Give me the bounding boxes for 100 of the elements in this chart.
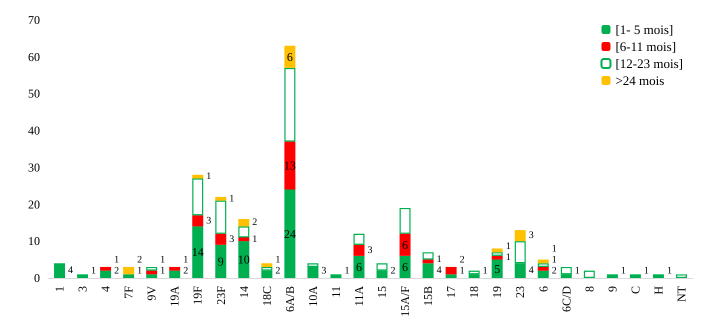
x-tick-label: 6A/B <box>282 286 297 312</box>
data-label: 4 <box>436 265 442 276</box>
x-tick-label: 10A <box>306 286 320 307</box>
data-label: 3 <box>229 234 234 245</box>
bar <box>492 248 503 252</box>
bar <box>284 190 296 278</box>
x-tick-label: 23 <box>513 286 528 298</box>
x-tick-label: 19F <box>190 286 205 305</box>
y-tick-label: 70 <box>28 13 40 27</box>
bar <box>446 274 457 278</box>
data-label: 3 <box>528 230 534 242</box>
y-tick-label: 30 <box>28 160 40 174</box>
bar <box>422 263 434 278</box>
data-label: 1 <box>252 234 258 245</box>
data-label: 1 <box>506 252 511 264</box>
data-label: 2 <box>275 266 280 276</box>
data-label: 1 <box>344 266 350 276</box>
bar <box>261 270 272 278</box>
data-label: 6 <box>402 238 408 252</box>
x-tick-label: 3 <box>76 286 90 292</box>
x-tick-label: 7F <box>122 286 136 299</box>
legend-label: >24 mois <box>615 73 664 88</box>
x-tick-label: NT <box>674 285 688 302</box>
x-tick-label: 11 <box>328 286 343 298</box>
bar <box>400 208 411 234</box>
bar <box>353 244 364 256</box>
bar <box>330 274 342 278</box>
bar <box>538 263 549 267</box>
bar <box>238 237 250 242</box>
bar <box>215 244 226 278</box>
legend-label: [6-11 mois] <box>615 39 676 54</box>
x-tick-label: 23F <box>214 286 228 305</box>
bar <box>468 270 480 274</box>
bar <box>284 142 296 190</box>
y-tick-label: 0 <box>34 271 40 285</box>
data-label: 1 <box>436 254 442 266</box>
x-tick-label: 6 <box>536 286 550 292</box>
bar <box>192 215 204 226</box>
x-tick-label: 15 <box>375 286 390 298</box>
y-tick-label: 10 <box>28 234 40 248</box>
bar <box>54 263 66 278</box>
data-label: 4 <box>68 265 74 276</box>
bar <box>584 270 595 278</box>
x-tick-label: 4 <box>98 286 113 292</box>
data-label: 1 <box>460 266 465 276</box>
data-label: 1 <box>206 171 212 182</box>
bar <box>238 219 250 226</box>
y-tick-label: 20 <box>28 197 40 212</box>
x-tick-label: 11A <box>352 286 366 306</box>
x-tick-label: 6C/D <box>559 286 574 312</box>
legend-label: [12-23 mois] <box>615 56 684 71</box>
bar <box>538 260 549 264</box>
bar <box>492 252 503 256</box>
x-tick-label: C <box>628 286 642 294</box>
x-tick-label: 1 <box>52 286 67 292</box>
y-tick-label: 60 <box>28 50 40 64</box>
bar <box>560 266 572 274</box>
bar <box>538 266 549 271</box>
data-label: 6 <box>356 260 362 274</box>
data-label: 2 <box>252 217 258 228</box>
bar <box>169 266 180 271</box>
data-label: 1 <box>574 266 580 276</box>
data-label: 2 <box>552 266 557 276</box>
bar <box>606 274 618 278</box>
bar <box>123 266 134 274</box>
bar <box>169 270 180 278</box>
data-label: 3 <box>206 215 212 226</box>
data-label: 2 <box>390 266 396 276</box>
data-label: 1 <box>91 266 96 276</box>
bar <box>422 260 434 264</box>
bar <box>146 266 158 271</box>
x-tick-label: 9 <box>605 286 620 292</box>
data-label: 1 <box>620 266 626 276</box>
bar <box>100 266 112 271</box>
bar <box>146 270 158 274</box>
data-label: 4 <box>528 265 534 276</box>
data-label: 1 <box>229 193 234 204</box>
data-label: 1 <box>666 266 672 276</box>
bar <box>652 274 664 278</box>
data-label: 6 <box>286 50 293 64</box>
bar <box>514 230 526 242</box>
bar <box>468 274 480 278</box>
data-label: 1 <box>114 254 120 266</box>
x-tick-label: 18 <box>467 286 482 298</box>
bar <box>422 252 434 260</box>
x-tick-label: 15A/F <box>398 286 412 317</box>
bar <box>192 178 204 216</box>
data-label: 1 <box>552 254 557 266</box>
legend-label: [1- 5 mois] <box>615 22 674 37</box>
data-label: 2 <box>460 254 465 266</box>
data-label: 1 <box>137 266 142 276</box>
data-label: 1 <box>183 254 188 266</box>
bar <box>215 200 226 234</box>
data-label: 1 <box>552 244 557 254</box>
bar <box>100 270 112 278</box>
bar <box>446 266 457 274</box>
x-tick-label: 14 <box>236 286 251 298</box>
data-label: 2 <box>137 254 142 266</box>
y-tick-label: 50 <box>28 86 40 101</box>
bar <box>492 256 503 260</box>
